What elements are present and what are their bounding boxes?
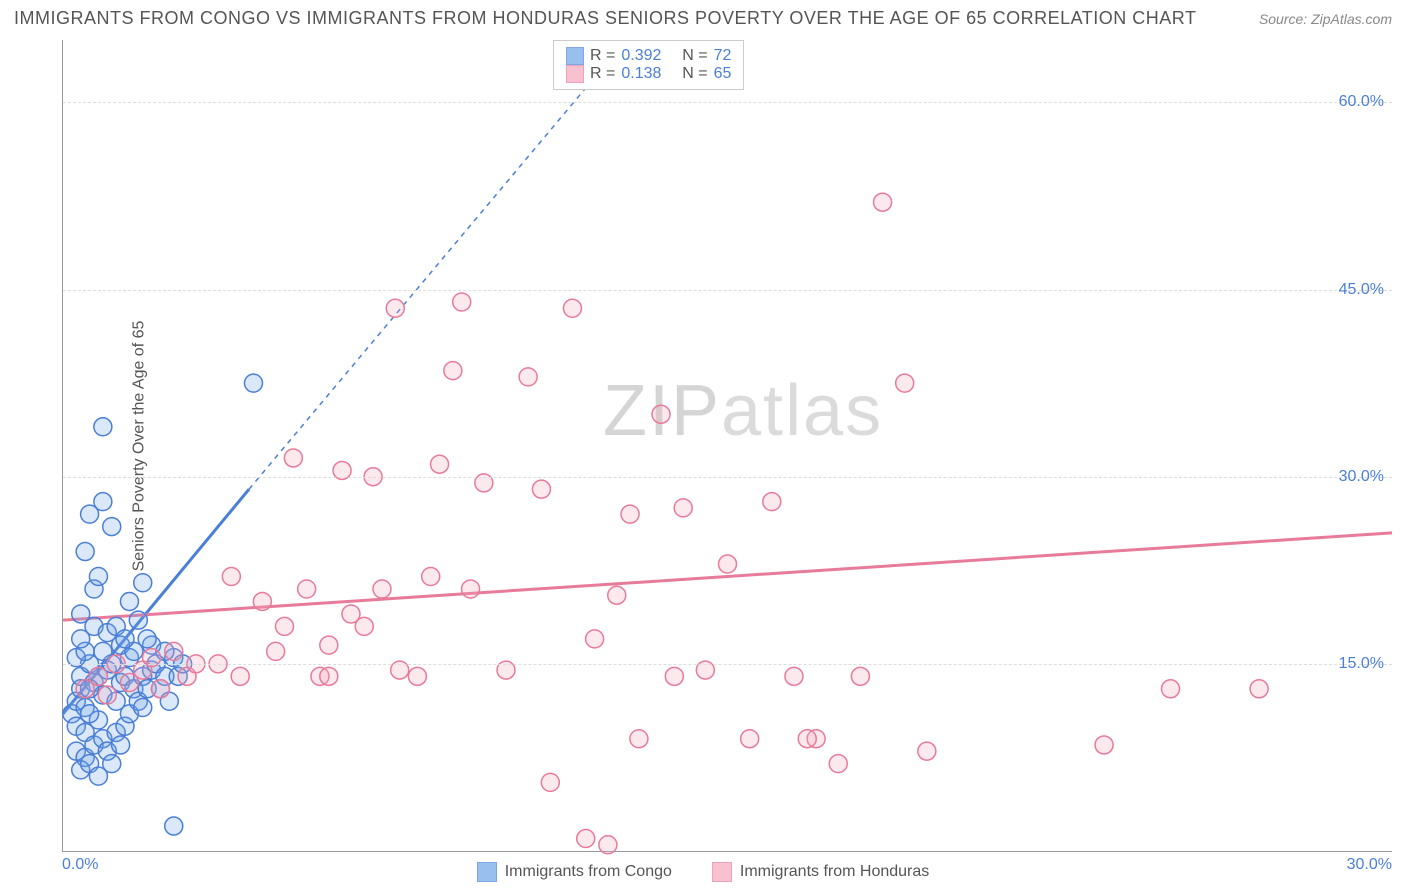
header: IMMIGRANTS FROM CONGO VS IMMIGRANTS FROM… (14, 8, 1392, 29)
legend: Immigrants from Congo Immigrants from Ho… (0, 862, 1406, 882)
stats-row-congo: R = 0.392 N = 72 (566, 47, 731, 65)
swatch-congo (566, 47, 584, 65)
swatch-honduras (566, 65, 584, 83)
source-label: Source: ZipAtlas.com (1259, 11, 1392, 27)
legend-swatch-congo (477, 862, 497, 882)
legend-item-congo: Immigrants from Congo (477, 862, 672, 882)
chart-title: IMMIGRANTS FROM CONGO VS IMMIGRANTS FROM… (14, 8, 1196, 29)
correlation-stats-box: R = 0.392 N = 72 R = 0.138 N = 65 (553, 40, 744, 90)
legend-swatch-honduras (712, 862, 732, 882)
legend-item-honduras: Immigrants from Honduras (712, 862, 929, 882)
stats-row-honduras: R = 0.138 N = 65 (566, 65, 731, 83)
plot-svg (63, 40, 1392, 851)
scatter-plot: ZIPatlas R = 0.392 N = 72 R = 0.138 N = … (62, 40, 1392, 852)
